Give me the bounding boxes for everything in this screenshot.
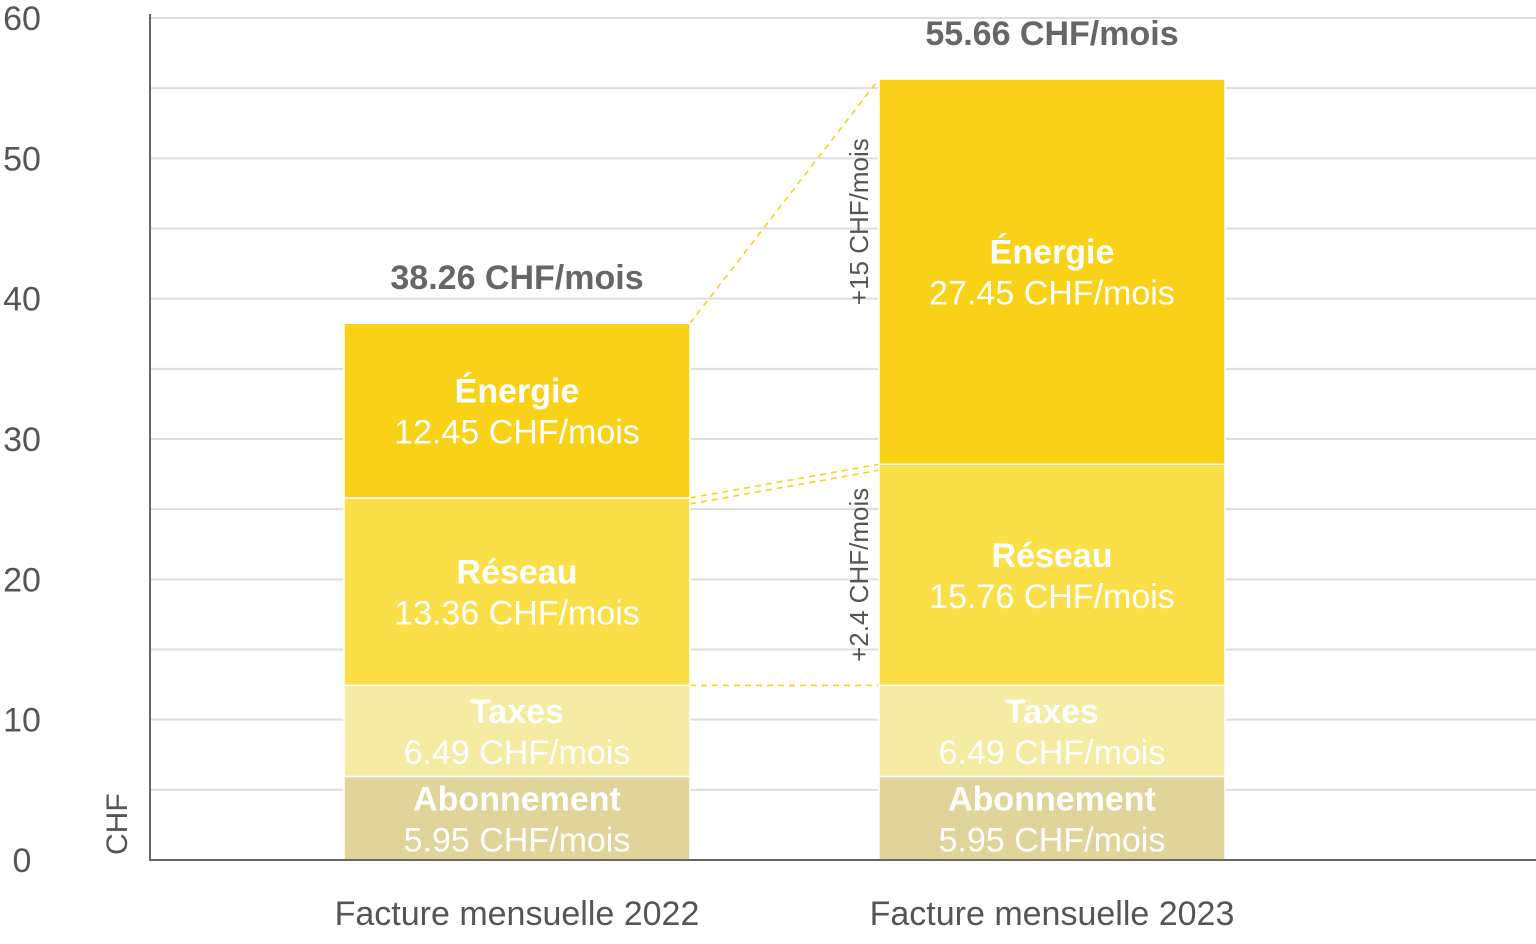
segment-name-label: Abonnement <box>413 780 621 818</box>
segment-value-label: 15.76 CHF/mois <box>929 578 1175 616</box>
segment-name-label: Taxes <box>470 693 564 731</box>
connector-layer <box>689 78 880 687</box>
y-tick-label: 30 <box>3 421 41 459</box>
segment-name-label: Réseau <box>992 537 1113 575</box>
segment-name-label: Abonnement <box>948 780 1156 818</box>
dashed-connector <box>689 463 880 499</box>
delta-annotation: +2.4 CHF/mois <box>844 488 874 662</box>
delta-annotation: +15 CHF/mois <box>844 138 874 305</box>
bar-segment <box>343 497 691 687</box>
dashed-connector <box>689 469 880 505</box>
bar-segment <box>878 775 1226 861</box>
segment-name-label: Énergie <box>455 373 580 411</box>
dashed-connector <box>689 78 880 324</box>
bar-layer <box>343 78 1226 861</box>
y-tick-label: 50 <box>3 140 41 178</box>
segment-value-label: 13.36 CHF/mois <box>394 595 640 633</box>
segment-value-label: 12.45 CHF/mois <box>394 414 640 452</box>
y-tick-label: 60 <box>3 0 41 38</box>
y-tick-label: 40 <box>3 281 41 319</box>
bar-total-label: 55.66 CHF/mois <box>925 15 1178 53</box>
x-category-label: Facture mensuelle 2022 <box>335 895 700 933</box>
segment-value-label: 6.49 CHF/mois <box>404 734 631 772</box>
segment-value-label: 5.95 CHF/mois <box>404 821 631 859</box>
segment-name-label: Énergie <box>990 234 1115 272</box>
segment-value-label: 5.95 CHF/mois <box>939 821 1166 859</box>
y-axis-unit-label: CHF <box>101 793 134 855</box>
axis-layer <box>149 14 1536 861</box>
bar-total-label: 38.26 CHF/mois <box>390 259 643 297</box>
segment-name-label: Réseau <box>457 554 578 592</box>
segment-value-label: 27.45 CHF/mois <box>929 275 1175 313</box>
segment-value-label: 6.49 CHF/mois <box>939 734 1166 772</box>
x-category-label: Facture mensuelle 2023 <box>870 895 1235 933</box>
y-tick-label: 20 <box>3 561 41 599</box>
bar-segment <box>343 322 691 499</box>
y-tick-label: 0 <box>13 842 32 880</box>
bar-segment <box>878 463 1226 687</box>
bar-segment <box>878 78 1226 466</box>
bar-segment <box>878 684 1226 778</box>
y-tick-label: 10 <box>3 702 41 740</box>
segment-name-label: Taxes <box>1005 693 1099 731</box>
